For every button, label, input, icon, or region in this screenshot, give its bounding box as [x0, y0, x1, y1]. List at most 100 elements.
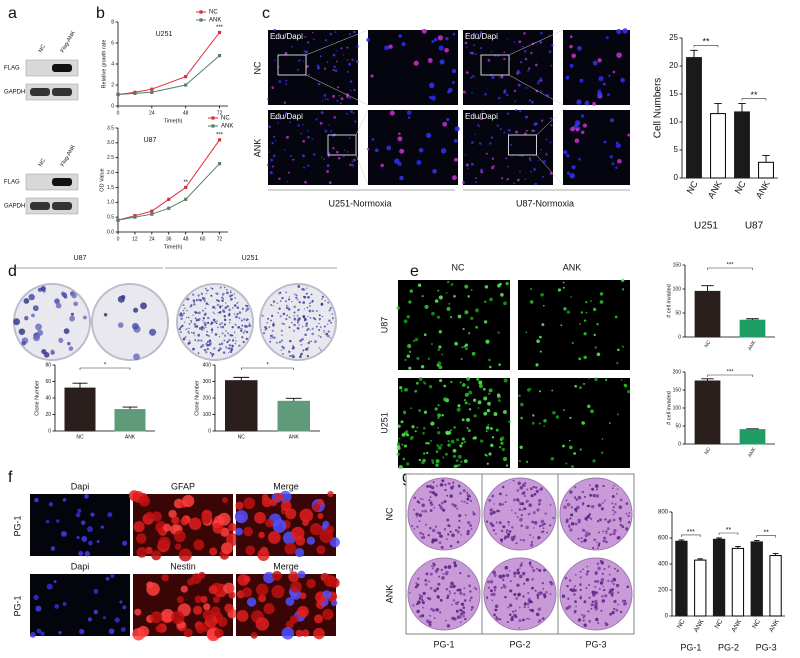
cell-dot [466, 491, 469, 494]
cell-dot [205, 302, 209, 305]
cell-dot [278, 177, 281, 181]
cell-dot [300, 132, 303, 135]
cell-dot [291, 45, 293, 48]
cell-dot [297, 285, 301, 288]
cell-dot [607, 565, 611, 568]
y-tick-label: 200 [658, 588, 669, 594]
cell-dot [197, 333, 201, 337]
cell-dot [346, 46, 349, 49]
micrograph [268, 110, 358, 185]
cell-dot [428, 580, 430, 583]
cell-dot [227, 332, 229, 335]
cell-dot [590, 409, 594, 414]
cell-dot [228, 347, 231, 350]
cell-dot [600, 507, 604, 511]
cell-dot [433, 37, 438, 42]
cell-dot [194, 317, 197, 320]
cell-dot [425, 132, 432, 139]
cell-dot [500, 529, 504, 533]
cell-dot [459, 492, 462, 495]
cell-dot [612, 582, 615, 586]
cell-dot [549, 524, 552, 527]
cell-dot [527, 606, 530, 608]
y-axis-label: OD Value [99, 168, 105, 191]
cell-dot [313, 627, 325, 640]
cell-dot [615, 583, 620, 588]
series-line [117, 55, 220, 95]
cell-dot [607, 93, 611, 97]
cell-dot [566, 154, 570, 158]
cell-dot [494, 532, 497, 535]
cell-dot [416, 356, 420, 360]
cell-dot [438, 365, 443, 370]
y-tick-label: 100 [673, 286, 682, 292]
cell-dot [254, 511, 266, 524]
cell-dot [583, 623, 587, 627]
cell-dot [219, 306, 222, 309]
cell-dot [212, 311, 215, 314]
cell-dot [616, 536, 620, 540]
cell-dot [187, 342, 190, 345]
cell-dot [609, 612, 612, 616]
x-tick-label: 0 [117, 110, 120, 116]
cell-dot [418, 615, 422, 618]
cell-dot [566, 584, 569, 588]
cell-dot [503, 378, 508, 383]
cell-dot [429, 509, 433, 512]
cell-dot [491, 76, 495, 79]
cell-dot [580, 540, 583, 543]
cell-dot [438, 295, 443, 300]
cell-dot [519, 445, 523, 449]
cell-dot [419, 594, 424, 599]
y-tick-label: 200 [673, 369, 682, 375]
cell-dot [425, 619, 430, 623]
cell-dot [595, 541, 598, 544]
cell-dot [346, 151, 349, 153]
cell-dot [202, 309, 205, 312]
cell-dot [245, 310, 247, 312]
cell-dot [441, 479, 445, 483]
cell-dot [571, 165, 576, 170]
legend-marker [199, 10, 203, 14]
cell-dot [184, 307, 186, 310]
cell-dot [429, 586, 433, 590]
cell-dot [155, 625, 163, 633]
cell-dot [500, 586, 503, 589]
cell-dot [398, 132, 401, 135]
cell-dot [182, 494, 195, 508]
cell-dot [411, 425, 415, 429]
y-tick-label: 1.0 [107, 200, 114, 206]
cell-dot [234, 323, 237, 326]
cell-dot [425, 441, 428, 445]
cell-dot [58, 631, 62, 635]
cell-dot [176, 596, 184, 604]
cell-dot [604, 518, 607, 521]
cell-dot [399, 148, 405, 154]
cell-dot [201, 344, 205, 347]
cell-dot [324, 67, 327, 70]
cell-dot [185, 316, 188, 319]
cell-dot [520, 502, 524, 506]
cell-dot [250, 632, 258, 639]
cell-dot [528, 157, 531, 160]
cell-dot [489, 142, 492, 145]
cell-dot [329, 537, 340, 548]
cell-dot [514, 512, 517, 515]
cell-dot [436, 587, 440, 591]
cell-dot [247, 318, 249, 321]
cell-dot [442, 456, 445, 459]
cell-dot [551, 389, 554, 392]
cell-dot [282, 346, 286, 350]
cell-dot [430, 491, 433, 494]
cell-dot [620, 379, 623, 381]
cell-dot [162, 523, 172, 532]
cell-dot [575, 128, 580, 132]
cell-dot [417, 577, 420, 580]
cell-dot [574, 600, 577, 603]
cell-dot [188, 332, 190, 334]
cell-dot [437, 361, 442, 366]
cell-dot [503, 51, 506, 54]
cell-dot [18, 328, 26, 335]
cell-dot [478, 383, 483, 389]
cell-dot [516, 515, 519, 518]
